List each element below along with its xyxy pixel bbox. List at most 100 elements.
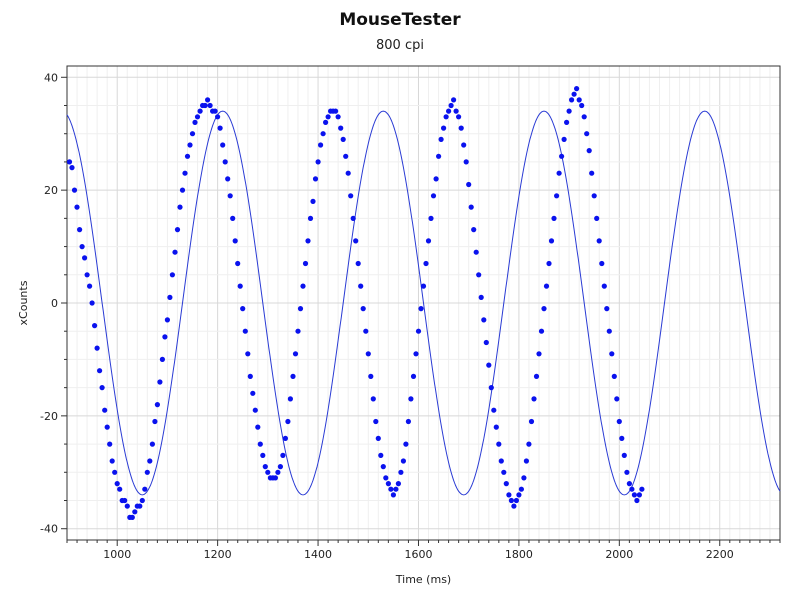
data-point (561, 136, 567, 142)
data-point (634, 497, 640, 504)
data-point (112, 469, 118, 475)
data-point (154, 402, 160, 408)
data-point (315, 159, 321, 165)
data-point (252, 407, 258, 413)
data-point (423, 260, 429, 267)
data-point (373, 418, 379, 425)
data-point (265, 469, 271, 475)
data-point (536, 351, 542, 357)
data-point (501, 469, 507, 475)
data-point (569, 97, 575, 103)
data-point (526, 441, 532, 447)
data-point (624, 469, 630, 475)
data-point (491, 407, 497, 413)
data-point (554, 193, 560, 199)
data-point (257, 441, 263, 447)
data-point (212, 108, 218, 114)
data-point (528, 418, 535, 425)
data-point (227, 193, 233, 199)
data-point (533, 373, 540, 379)
data-point (631, 492, 638, 498)
x-tick-label: 1000 (103, 548, 131, 561)
data-point (443, 114, 449, 120)
data-point (368, 373, 374, 379)
data-point (84, 272, 90, 278)
data-point (230, 215, 236, 221)
data-point (290, 373, 296, 379)
data-point (418, 306, 424, 312)
data-point (194, 114, 201, 120)
data-point (260, 452, 266, 458)
data-point (564, 119, 570, 125)
data-point (453, 108, 459, 114)
data-point (343, 153, 349, 159)
data-point (589, 170, 595, 176)
data-point (302, 260, 309, 267)
data-point (305, 238, 311, 244)
data-point (476, 272, 482, 278)
x-tick-label: 2200 (706, 548, 734, 561)
data-point (335, 114, 341, 120)
fit-line (66, 110, 781, 496)
data-point (147, 458, 153, 464)
data-point (611, 373, 617, 379)
data-point (541, 306, 547, 312)
data-point (247, 373, 253, 379)
data-point (124, 503, 130, 509)
x-tick-label: 2000 (605, 548, 633, 561)
data-point (192, 119, 198, 125)
data-point (370, 396, 376, 402)
data-point (601, 283, 607, 289)
data-point (606, 328, 612, 334)
data-point (202, 102, 208, 109)
data-point (458, 125, 464, 131)
data-point (556, 170, 562, 176)
y-axis-label: xCounts (17, 280, 30, 325)
data-point (277, 464, 283, 470)
data-point (594, 215, 600, 221)
data-point (518, 486, 525, 492)
x-tick-label: 1200 (204, 548, 232, 561)
data-point (395, 481, 401, 487)
data-point (604, 306, 610, 312)
data-point (318, 142, 324, 148)
data-point (167, 294, 173, 300)
data-point (451, 97, 457, 103)
data-point (312, 176, 319, 182)
data-point (117, 486, 123, 492)
data-point (380, 464, 386, 470)
data-point (144, 469, 150, 475)
data-point (636, 492, 643, 498)
data-point (513, 497, 520, 504)
x-tick-label: 1400 (304, 548, 332, 561)
data-point (310, 198, 316, 204)
data-point (215, 114, 221, 120)
data-point (375, 435, 381, 441)
data-point (506, 492, 512, 498)
data-point (360, 306, 366, 312)
data-point (66, 159, 73, 165)
data-point (295, 328, 301, 334)
data-point (82, 255, 88, 261)
data-point (621, 452, 627, 458)
data-point (629, 486, 635, 492)
data-point (122, 497, 128, 504)
data-point (511, 503, 517, 509)
data-point (250, 390, 256, 396)
data-point (74, 204, 80, 210)
data-point (348, 193, 354, 199)
data-point (92, 323, 98, 329)
data-point (325, 114, 331, 120)
data-point (159, 356, 165, 362)
data-point (383, 475, 389, 481)
data-point (508, 497, 514, 504)
data-point (523, 458, 530, 464)
data-point (599, 260, 605, 267)
data-point (157, 379, 163, 385)
data-point (164, 317, 170, 323)
x-axis-ticks: 1000 1200 1400 1600 1800 2000 2200 (66, 540, 781, 561)
data-point (307, 215, 314, 221)
data-point (538, 328, 545, 334)
data-point (262, 464, 268, 470)
data-point (571, 91, 577, 97)
